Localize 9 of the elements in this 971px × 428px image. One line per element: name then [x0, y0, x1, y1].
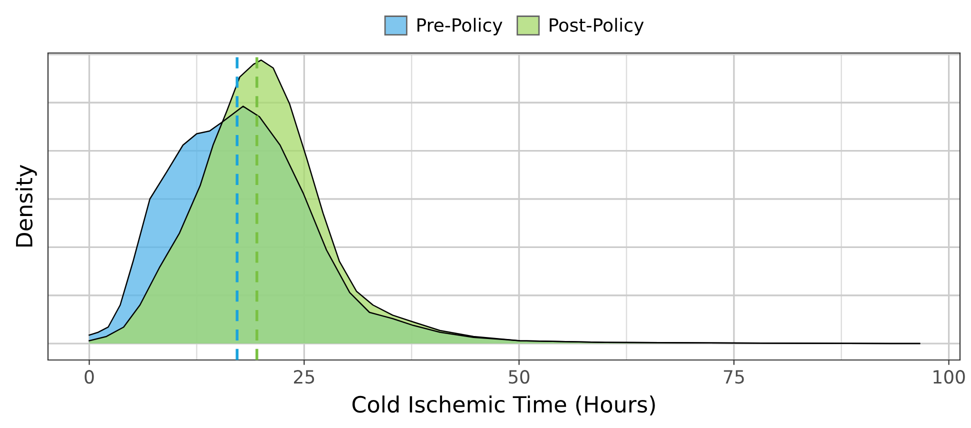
x-tick-label: 100 [934, 370, 965, 384]
x-tick-label: 25 [294, 370, 314, 384]
x-axis-title: Cold Ischemic Time (Hours) [352, 396, 655, 416]
x-tick-label: 75 [724, 370, 744, 384]
legend-label: Pre-Policy [418, 18, 502, 36]
legend-label: Post-Policy [550, 18, 644, 36]
x-tick-label: 50 [508, 370, 530, 384]
x-tick-label: 0 [84, 370, 94, 384]
y-axis-title: Density [15, 164, 37, 247]
